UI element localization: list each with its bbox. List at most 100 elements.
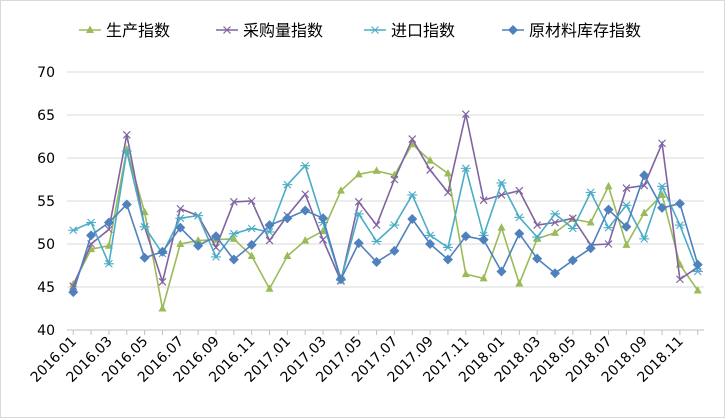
data-point — [621, 201, 632, 210]
data-point — [68, 226, 79, 235]
triangle-marker-shape — [640, 208, 649, 217]
diamond-marker-shape — [532, 253, 543, 264]
data-point — [675, 275, 684, 284]
diamond-marker-shape — [335, 274, 346, 285]
legend-entry-4: 原材料库存指数 — [502, 21, 641, 40]
data-point — [175, 214, 186, 223]
data-point — [246, 224, 257, 233]
data-point — [158, 304, 167, 312]
x-marker-stroke — [640, 181, 649, 190]
triangle-marker-shape — [426, 156, 435, 164]
data-point — [372, 166, 381, 174]
diamond-marker-shape — [86, 230, 97, 241]
data-point — [674, 198, 685, 209]
data-point — [407, 191, 418, 199]
x-marker-stroke — [265, 236, 274, 245]
star-marker-stroke — [87, 218, 95, 227]
data-point — [550, 268, 561, 279]
data-point — [336, 186, 345, 194]
data-point — [300, 205, 311, 216]
data-point — [175, 222, 186, 233]
data-point — [122, 130, 131, 139]
star-marker-stroke — [194, 211, 203, 220]
diamond-marker-shape — [103, 217, 114, 228]
data-point — [604, 181, 613, 190]
star-marker-stroke — [676, 221, 684, 229]
x-marker-stroke — [390, 175, 399, 184]
star-marker-stroke — [693, 267, 702, 276]
star-marker-stroke — [515, 213, 524, 222]
star-marker-stroke — [390, 221, 399, 229]
data-point — [86, 230, 97, 241]
triangle-marker-shape — [86, 25, 94, 33]
data-point — [157, 246, 168, 257]
series-4 — [68, 170, 703, 298]
star-marker-stroke — [122, 147, 131, 156]
data-point — [318, 213, 329, 224]
triangle-marker-shape — [551, 228, 560, 236]
data-point — [158, 277, 167, 286]
diamond-marker-shape — [692, 259, 703, 270]
diamond-marker-shape — [508, 25, 518, 35]
x-marker-stroke — [229, 197, 238, 206]
data-point — [282, 180, 293, 189]
data-point — [103, 217, 114, 228]
x-marker-stroke — [408, 135, 417, 144]
data-point — [621, 221, 632, 232]
star-marker-stroke — [247, 224, 256, 233]
diamond-marker-shape — [496, 266, 507, 277]
data-point — [496, 179, 507, 187]
data-point — [622, 184, 631, 193]
data-point — [247, 197, 256, 205]
x-marker-stroke — [354, 197, 363, 206]
x-marker-stroke — [658, 139, 666, 148]
triangle-marker-shape — [194, 236, 203, 244]
data-point — [658, 190, 667, 198]
star-marker-stroke — [229, 229, 238, 238]
star-marker-stroke — [176, 214, 185, 223]
data-point — [550, 210, 561, 218]
triangle-marker-shape — [443, 168, 452, 177]
diamond-marker-shape — [442, 254, 453, 265]
data-point — [551, 218, 559, 227]
diamond-marker-shape — [639, 170, 650, 181]
data-point — [497, 191, 506, 199]
series-line — [72, 113, 699, 287]
y-tick-label: 70 — [37, 65, 55, 81]
data-point — [372, 221, 381, 230]
diamond-marker-shape — [567, 255, 578, 266]
data-point — [532, 233, 543, 242]
data-point — [122, 144, 131, 153]
data-point — [283, 251, 292, 260]
star-marker-stroke — [622, 201, 631, 210]
legend-label: 采购量指数 — [243, 21, 323, 40]
legend-label: 进口指数 — [391, 21, 455, 40]
data-point — [692, 259, 703, 270]
star-marker-stroke — [371, 26, 379, 34]
data-point — [693, 285, 702, 294]
diamond-marker-shape — [460, 231, 471, 242]
legend-entry-1: 生产指数 — [79, 21, 170, 40]
series-line — [72, 150, 699, 283]
data-point — [658, 139, 666, 148]
data-point — [335, 274, 346, 285]
data-point — [301, 190, 310, 199]
triangle-marker-shape — [372, 166, 381, 174]
diamond-marker-shape — [175, 222, 186, 233]
x-marker-stroke — [319, 235, 327, 244]
data-point — [461, 269, 470, 278]
data-point — [497, 223, 506, 231]
star-marker-stroke — [640, 234, 649, 243]
x-marker-stroke — [533, 221, 542, 230]
data-point — [210, 231, 221, 242]
diamond-marker-shape — [603, 204, 614, 215]
x-marker-stroke — [158, 277, 167, 286]
triangle-marker-shape — [604, 181, 613, 190]
data-point — [426, 166, 435, 174]
data-point — [371, 257, 382, 268]
data-point — [443, 168, 452, 177]
data-point — [603, 223, 614, 232]
series-group — [68, 110, 703, 312]
data-point — [390, 175, 399, 184]
legend-marker — [370, 26, 380, 34]
